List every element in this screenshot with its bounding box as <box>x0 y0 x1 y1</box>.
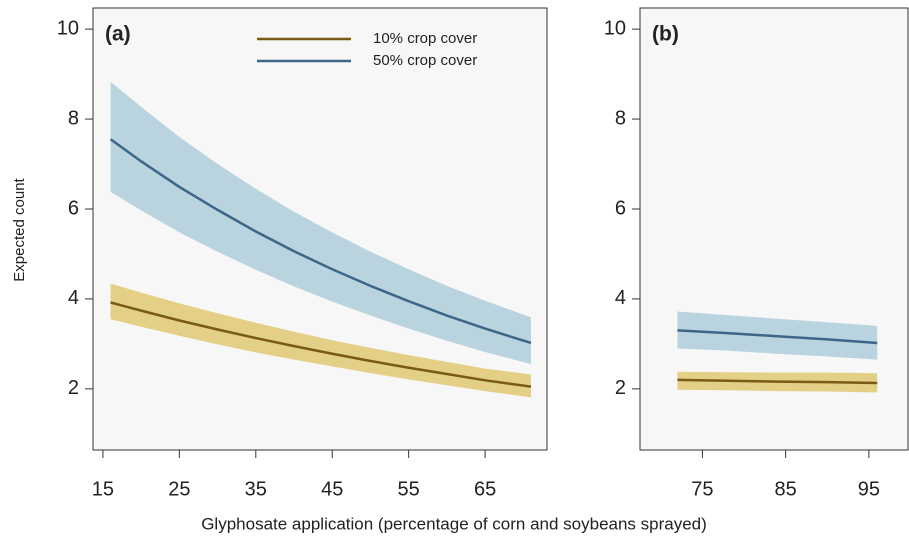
series-line <box>677 378 878 385</box>
x-tick-label: 45 <box>321 478 343 500</box>
y-tick-label: 6 <box>68 197 79 219</box>
y-tick-label: 4 <box>68 287 79 309</box>
x-tick-label: 95 <box>858 478 880 500</box>
panel-label: (b) <box>652 23 679 46</box>
series-line <box>109 138 532 345</box>
series-line <box>110 301 532 388</box>
y-tick-label: 8 <box>615 107 626 129</box>
y-tick-label: 4 <box>615 287 626 309</box>
y-tick-label: 10 <box>604 17 626 39</box>
confidence-band <box>110 283 531 398</box>
x-axis-label: Glyphosate application (percentage of co… <box>201 514 707 533</box>
x-tick-label: 15 <box>92 478 114 500</box>
legend-label: 10% crop cover <box>373 30 477 47</box>
x-tick-label: 55 <box>398 478 420 500</box>
x-tick-label: 25 <box>168 478 190 500</box>
confidence-band <box>110 81 531 365</box>
y-tick-label: 10 <box>57 17 79 39</box>
y-tick-label: 2 <box>68 377 79 399</box>
x-tick-label: 85 <box>775 478 797 500</box>
series-line <box>677 329 878 345</box>
y-tick-label: 6 <box>615 197 626 219</box>
panel-label: (a) <box>105 23 131 46</box>
y-tick-label: 8 <box>68 107 79 129</box>
y-axis-label: Expected count <box>11 177 28 281</box>
x-tick-label: 65 <box>474 478 496 500</box>
y-tick-label: 2 <box>615 377 626 399</box>
x-tick-label: 75 <box>691 478 713 500</box>
x-tick-label: 35 <box>245 478 267 500</box>
legend-label: 50% crop cover <box>373 52 477 69</box>
